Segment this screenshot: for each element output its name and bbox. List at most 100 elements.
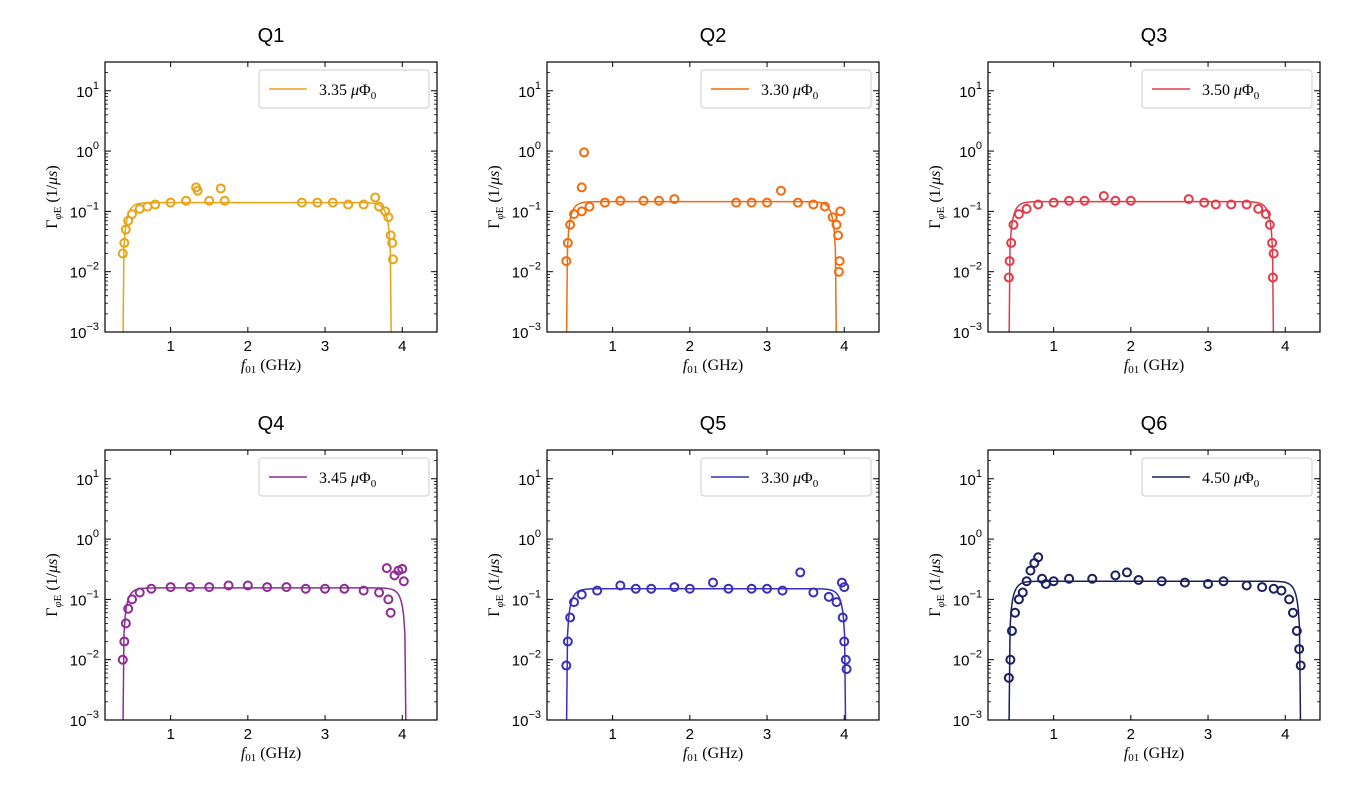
data-point (1210, 199, 1221, 210)
y-tick-label: 10−1 (70, 588, 99, 609)
data-point (1064, 573, 1075, 584)
data-point (1033, 552, 1044, 563)
data-point (312, 197, 323, 208)
data-point (1294, 644, 1305, 655)
data-point (204, 195, 215, 206)
data-point (358, 199, 369, 210)
data-point (383, 594, 394, 605)
legend-label: 3.30 μΦ0 (761, 82, 819, 102)
y-tick-label: 10−2 (70, 649, 99, 670)
data-point (827, 212, 838, 223)
data-point (576, 589, 587, 600)
data-point (615, 580, 626, 591)
y-tick-label: 10−2 (512, 649, 541, 670)
data-point (184, 582, 195, 593)
data-point (1121, 567, 1132, 578)
data-point (281, 582, 292, 593)
data-point (1295, 660, 1306, 671)
data-point (1006, 237, 1017, 248)
legend-box (1141, 69, 1313, 109)
y-axis-label: ΓφE (1/μs) (44, 553, 64, 616)
y-tick-label: 10−1 (512, 200, 541, 221)
data-point (762, 197, 773, 208)
data-point (1260, 209, 1271, 220)
data-point (723, 583, 734, 594)
y-tick-label: 10−3 (70, 321, 99, 342)
x-axis-label: f01 (GHz) (241, 745, 301, 764)
data-point (775, 185, 786, 196)
x-tick-label: 1 (1049, 338, 1057, 355)
data-point (1284, 594, 1295, 605)
data-point (134, 587, 145, 598)
y-tick-label: 101 (76, 468, 99, 489)
data-point (370, 192, 381, 203)
data-point (833, 230, 844, 241)
fit-line (565, 200, 837, 332)
y-tick-label: 10−3 (953, 709, 982, 730)
data-point (117, 248, 128, 259)
data-point (592, 585, 603, 596)
data-point (117, 654, 128, 665)
data-point (1048, 576, 1059, 587)
x-tick-label: 4 (1281, 338, 1289, 355)
y-tick-label: 101 (518, 80, 541, 101)
data-point (1241, 580, 1252, 591)
data-point (562, 237, 573, 248)
data-point (833, 266, 844, 277)
data-point (300, 583, 311, 594)
data-point (584, 201, 595, 212)
x-tick-label: 1 (1049, 726, 1057, 743)
data-point (599, 197, 610, 208)
data-point (1003, 272, 1014, 283)
axes-frame (546, 61, 880, 333)
legend-box (700, 69, 872, 109)
data-point (219, 195, 230, 206)
data-point (215, 183, 226, 194)
subplot-6: Q6 1 2 3 4 10−3 10−2 10−1 100 101 f01 (GHz) ΓφE (1/… (927, 413, 1321, 764)
plot-title: Q4 (258, 413, 285, 435)
data-point (242, 580, 253, 591)
axes-frame (546, 449, 880, 721)
data-point (1004, 256, 1015, 267)
data-point (374, 201, 385, 212)
x-tick-label: 4 (398, 726, 406, 743)
x-tick-label: 4 (840, 726, 848, 743)
data-point (792, 197, 803, 208)
x-tick-label: 3 (763, 726, 771, 743)
data-point (204, 582, 215, 593)
data-point (1048, 197, 1059, 208)
y-tick-label: 10−1 (512, 588, 541, 609)
data-point (808, 587, 819, 598)
legend-label: 3.35 μΦ0 (319, 82, 377, 102)
data-point (1005, 654, 1016, 665)
data-point (150, 199, 161, 210)
data-point (1276, 585, 1287, 596)
x-axis-label: f01 (GHz) (683, 745, 743, 764)
x-tick-label: 3 (1204, 726, 1212, 743)
data-point (565, 219, 576, 230)
x-axis-label: f01 (GHz) (241, 357, 301, 376)
y-axis-label: ΓφE (1/μs) (44, 165, 64, 228)
y-tick-label: 10−1 (70, 200, 99, 221)
data-point (120, 618, 131, 629)
data-point (1179, 577, 1190, 588)
data-point (561, 256, 572, 267)
x-tick-label: 3 (763, 338, 771, 355)
x-tick-label: 2 (244, 338, 252, 355)
legend-label: 4.50 μΦ0 (1202, 470, 1260, 490)
data-point (120, 224, 131, 235)
data-point (1156, 576, 1167, 587)
data-point (837, 612, 848, 623)
data-point (1021, 203, 1032, 214)
data-point (839, 582, 850, 593)
y-tick-label: 10−1 (953, 588, 982, 609)
legend-label: 3.50 μΦ0 (1202, 82, 1260, 102)
legend-box (700, 457, 872, 497)
plot-title: Q1 (258, 25, 285, 47)
data-point (1267, 237, 1278, 248)
data-point (579, 147, 590, 158)
y-tick-label: 100 (76, 140, 99, 161)
fit-line (1008, 200, 1275, 332)
axes-frame (987, 449, 1321, 721)
y-tick-label: 10−2 (70, 261, 99, 282)
